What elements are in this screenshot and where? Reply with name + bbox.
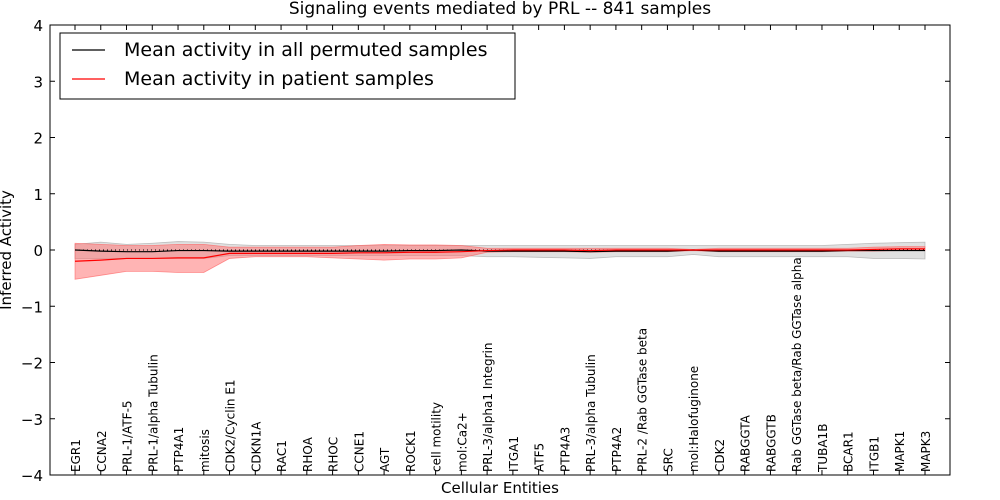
x-tick-label: mitosis bbox=[198, 429, 212, 472]
x-tick-label: Rab GGTase beta/Rab GGTase alpha bbox=[790, 257, 804, 472]
legend: Mean activity in all permuted samples Me… bbox=[59, 32, 516, 100]
patient-mean-line bbox=[74, 248, 925, 262]
x-tick-label: PRL-3/alpha1 Integrin bbox=[481, 343, 495, 473]
x-tick-label: ROCK1 bbox=[404, 430, 418, 472]
x-tick-label: BCAR1 bbox=[842, 431, 856, 472]
y-tick-label: −2 bbox=[21, 355, 43, 373]
permuted-mean-line bbox=[74, 249, 925, 253]
x-tick-label: PRL-3/alpha Tubulin bbox=[584, 354, 598, 472]
y-tick-label: −4 bbox=[21, 467, 43, 485]
x-tick-label: PTP4A1 bbox=[172, 427, 186, 472]
x-tick-label: RHOC bbox=[327, 437, 341, 472]
y-tick-label: 1 bbox=[33, 186, 43, 204]
x-tick-label: cell motility bbox=[430, 402, 444, 472]
x-tick-label: RAC1 bbox=[275, 440, 289, 472]
x-tick-label: CCNE1 bbox=[352, 431, 366, 472]
y-tick-label: 0 bbox=[33, 242, 43, 260]
x-tick-label: CDK2 bbox=[713, 439, 727, 472]
y-axis: −4 −3 −2 −1 0 1 2 3 4 bbox=[21, 17, 950, 485]
x-tick-label: mol:Ca2+ bbox=[455, 412, 469, 472]
x-tick-label: RHOA bbox=[301, 436, 315, 472]
x-axis: EGR1 CCNA2 PRL-1/ATF-5 PRL-1/alpha Tubulin P… bbox=[69, 25, 933, 475]
x-tick-label: MAPK3 bbox=[919, 431, 933, 472]
x-tick-label: ATF5 bbox=[533, 443, 547, 472]
y-tick-label: −1 bbox=[21, 298, 43, 316]
series-lines bbox=[74, 248, 925, 262]
x-tick-label: PTP4A3 bbox=[558, 427, 572, 472]
plot-area: −4 −3 −2 −1 0 1 2 3 4 EGR1 CCNA2 PRL-1/ATF-5 PRL-1/… bbox=[21, 17, 951, 485]
legend-box bbox=[59, 32, 516, 100]
x-tick-label: CDKN1A bbox=[249, 421, 263, 472]
y-tick-label: 2 bbox=[33, 130, 43, 148]
chart-title: Signaling events mediated by PRL -- 841 … bbox=[289, 0, 711, 19]
x-tick-label: SRC bbox=[661, 448, 675, 472]
x-tick-label: ITGB1 bbox=[867, 436, 881, 472]
x-tick-label: RABGGTA bbox=[739, 414, 753, 472]
legend-permuted-label: Mean activity in all permuted samples bbox=[124, 39, 487, 61]
x-tick-label: PRL-1/ATF-5 bbox=[121, 400, 135, 472]
x-tick-label: EGR1 bbox=[69, 439, 83, 472]
y-axis-label: Inferred Activity bbox=[0, 190, 15, 310]
x-tick-label: CDK2/Cyclin E1 bbox=[224, 379, 238, 472]
x-tick-label: AGT bbox=[378, 447, 392, 472]
x-tick-label: ITGA1 bbox=[507, 436, 521, 472]
x-tick-label: CCNA2 bbox=[95, 430, 109, 472]
y-tick-label: 4 bbox=[33, 17, 43, 35]
x-tick-label: PRL-1/alpha Tubulin bbox=[146, 354, 160, 472]
y-tick-label: 3 bbox=[33, 73, 43, 91]
legend-patient-label: Mean activity in patient samples bbox=[124, 68, 434, 90]
x-tick-label: mol:Halofuginone bbox=[687, 366, 701, 472]
x-tick-label: RABGGTB bbox=[764, 414, 778, 472]
x-tick-label: MAPK1 bbox=[893, 431, 907, 472]
x-axis-label: Cellular Entities bbox=[441, 479, 559, 497]
y-tick-label: −3 bbox=[21, 411, 43, 429]
x-tick-label: TUBA1B bbox=[816, 424, 830, 473]
x-tick-label: PTP4A2 bbox=[610, 427, 624, 472]
x-tick-label: PRL-2 /Rab GGTase beta bbox=[636, 328, 650, 472]
